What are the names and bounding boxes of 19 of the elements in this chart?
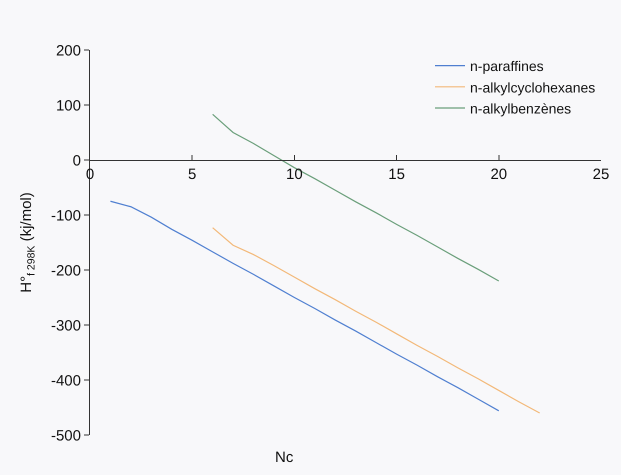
legend-label: n-paraffines <box>470 58 544 74</box>
x-axis-title: Nc <box>275 449 294 466</box>
x-tick-label: 10 <box>286 166 303 183</box>
x-tick-label: 15 <box>388 166 405 183</box>
x-tick-label: 20 <box>490 166 508 183</box>
y-tick-label: 100 <box>56 97 81 114</box>
legend-label: n-alkylcyclohexanes <box>470 79 596 96</box>
line-series <box>110 200 500 412</box>
x-tick-label: 25 <box>592 166 610 183</box>
y-tick-label: -300 <box>50 317 81 334</box>
y-tick-label: -100 <box>50 207 81 224</box>
y-tick-label: -200 <box>50 262 81 280</box>
legend-label: n-alkylbenzènes <box>470 100 572 116</box>
y-tick-label: -500 <box>50 427 81 444</box>
y-tick-label: -400 <box>50 372 81 390</box>
line-series <box>212 227 540 414</box>
x-tick-label: 5 <box>188 166 196 183</box>
y-tick-label: 0 <box>72 152 81 170</box>
y-tick-label: 200 <box>56 42 81 60</box>
